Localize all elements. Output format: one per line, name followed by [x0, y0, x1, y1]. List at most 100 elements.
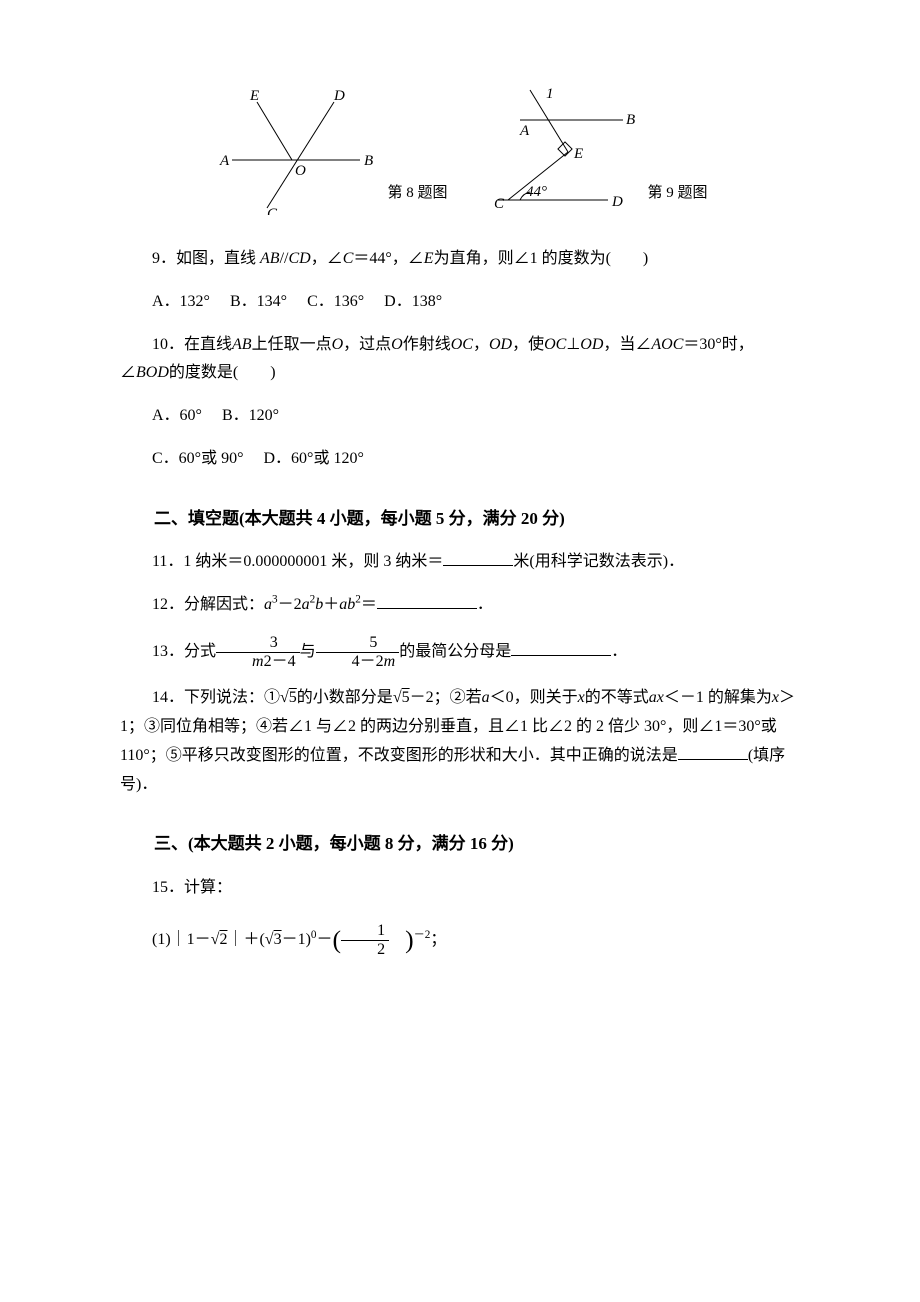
- q13-pre: 13．分式: [152, 643, 216, 660]
- q10-c1: ，: [473, 336, 489, 353]
- question-10-options-line1: A．60° B．120°: [120, 402, 800, 431]
- q10-perp: ⊥: [566, 336, 580, 353]
- question-13: 13．分式3m2－4与54－2m的最简公分母是 ．: [120, 634, 800, 670]
- fig8-label-C: C: [267, 206, 278, 215]
- q15-frac: 12: [341, 922, 389, 958]
- question-14: 14．下列说法：①√5的小数部分是√5－2；②若a＜0，则关于x的不等式ax＜－…: [120, 684, 800, 799]
- fig8-label-D: D: [333, 88, 345, 104]
- fig8-label-O: O: [295, 163, 306, 179]
- figure-9-caption: 第 9 题图: [648, 180, 708, 207]
- q15-sqrt2: √2: [211, 931, 228, 948]
- q14-r1: √5: [280, 689, 297, 706]
- q10-opt-a: A．60°: [152, 407, 202, 424]
- q9-opt-d: D．138°: [384, 293, 442, 310]
- q10-t1: 10．在直线: [152, 336, 232, 353]
- q10-oc2: OC: [544, 336, 566, 353]
- q10-t2: 上任取一点: [252, 336, 332, 353]
- q14-x3: x: [772, 689, 779, 706]
- q12-eq: ＝: [361, 596, 377, 613]
- q11-post: 米(用科学记数法表示)．: [513, 553, 684, 570]
- q14-a1: a: [482, 689, 490, 706]
- q13-blank: [511, 639, 611, 656]
- q13-f1-den: m2－4: [216, 653, 300, 671]
- q13-post: 的最简公分母是: [399, 643, 511, 660]
- q9-opt-a: A．132°: [152, 293, 210, 310]
- fig9-label-B: B: [626, 112, 635, 128]
- figure-8-caption: 第 8 题图: [387, 180, 447, 207]
- figure-9-block: 1 A B E 44° C D 第 9 题图: [488, 80, 708, 215]
- q15-exp: －2: [414, 929, 431, 941]
- figure-9-svg: 1 A B E 44° C D: [488, 80, 638, 215]
- q13-f2-num: 5: [316, 634, 400, 653]
- q15-fn: 1: [341, 922, 389, 941]
- q9-m2: ＝44°，∠: [353, 250, 423, 267]
- q14-t2: 的小数部分是: [297, 689, 393, 706]
- q9-m1: ，∠: [311, 250, 343, 267]
- q9-e: E: [424, 250, 434, 267]
- q15-minus: －: [317, 931, 333, 948]
- q9-c: C: [343, 250, 354, 267]
- q14-x1: x: [578, 689, 585, 706]
- q10-t5: ，使: [512, 336, 544, 353]
- q13-frac1: 3m2－4: [216, 634, 300, 670]
- q15-m2: －1): [282, 931, 311, 948]
- q10-opt-b: B．120°: [222, 407, 279, 424]
- q12-a2: a: [302, 596, 310, 613]
- q12-m1: －2: [278, 596, 302, 613]
- q11-blank: [443, 549, 513, 566]
- q11-pre: 11．1 纳米＝0.000000001 米，则 3 纳米＝: [152, 553, 443, 570]
- figure-8-block: A B C D E O 第 8 题图: [212, 80, 447, 215]
- question-12: 12．分解因式：a3－2a2b＋ab2＝．: [120, 591, 800, 620]
- q10-od: OD: [489, 336, 512, 353]
- question-9: 9．如图，直线 AB//CD，∠C＝44°，∠E为直角，则∠1 的度数为( ): [120, 245, 800, 274]
- fig9-label-E: E: [573, 146, 583, 162]
- q10-oc: OC: [451, 336, 473, 353]
- q10-opt-d: D．60°或 120°: [264, 450, 364, 467]
- q13-f2-den: 4－2m: [316, 653, 400, 671]
- q9-opt-c: C．136°: [307, 293, 364, 310]
- q12-pre: 12．分解因式：: [152, 596, 264, 613]
- q10-o1: O: [332, 336, 344, 353]
- q14-t6: ＜－1 的解集为: [664, 689, 772, 706]
- question-11: 11．1 纳米＝0.000000001 米，则 3 纳米＝ 米(用科学记数法表示)…: [120, 548, 800, 577]
- q14-r2: √5: [393, 689, 410, 706]
- q15-fd: 2: [341, 941, 389, 959]
- q10-t6: ，当∠: [603, 336, 651, 353]
- q14-t4: ＜0，则关于: [490, 689, 578, 706]
- q10-aoc: AOC: [651, 336, 683, 353]
- q14-a2: a: [649, 689, 657, 706]
- figure-8-svg: A B C D E O: [212, 80, 377, 215]
- q10-t8: 的度数是( ): [169, 364, 276, 381]
- q12-per: ．: [477, 596, 493, 613]
- q14-t1: 14．下列说法：①: [152, 689, 280, 706]
- q13-and: 与: [300, 643, 316, 660]
- q13-per: ．: [611, 643, 627, 660]
- q10-opt-c: C．60°或 90°: [152, 450, 243, 467]
- q10-ab: AB: [232, 336, 252, 353]
- fig9-label-C: C: [494, 196, 505, 212]
- fig8-label-B: B: [364, 153, 373, 169]
- q15-p1-pre: (1)｜1－: [152, 931, 211, 948]
- q15-sqrt3: √3: [265, 931, 282, 948]
- q12-plus: ＋: [323, 596, 339, 613]
- fig8-label-A: A: [219, 153, 230, 169]
- q15-lparen: (: [333, 925, 342, 954]
- q15-rparen: ): [405, 925, 414, 954]
- q13-f1-num: 3: [216, 634, 300, 653]
- q12-a1: a: [264, 596, 272, 613]
- question-9-options: A．132° B．134° C．136° D．138°: [120, 288, 800, 317]
- q13-frac2: 54－2m: [316, 634, 400, 670]
- question-10-options-line2: C．60°或 90° D．60°或 120°: [120, 445, 800, 474]
- q10-o2: O: [391, 336, 403, 353]
- q15-m1: ｜＋(: [227, 931, 264, 948]
- fig9-label-1: 1: [546, 86, 554, 102]
- q10-t3: ，过点: [343, 336, 391, 353]
- q9-opt-b: B．134°: [230, 293, 287, 310]
- q9-cd: CD: [288, 250, 310, 267]
- question-15: 15．计算：: [120, 874, 800, 903]
- q15-end: ；: [430, 931, 446, 948]
- section-3-heading: 三、(本大题共 2 小题，每小题 8 分，满分 16 分): [120, 829, 800, 860]
- q9-m3: 为直角，则∠1 的度数为( ): [434, 250, 649, 267]
- q14-blank: [678, 743, 748, 760]
- q10-bod: BOD: [136, 364, 169, 381]
